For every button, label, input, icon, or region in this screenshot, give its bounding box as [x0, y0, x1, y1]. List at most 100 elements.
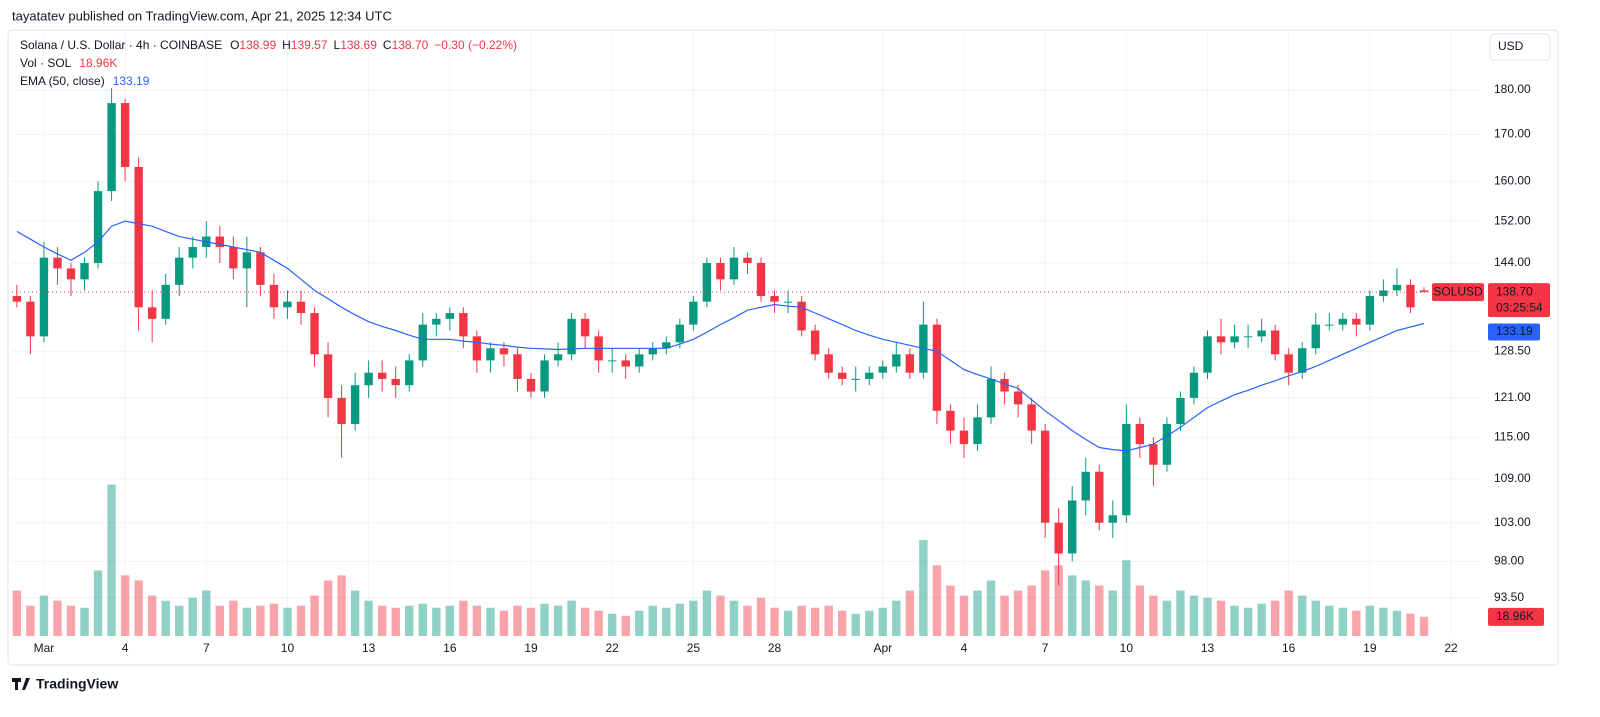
ema-line [16, 220, 1425, 452]
volume-bar [1013, 590, 1023, 636]
volume-bar [1027, 585, 1036, 636]
x-tick-label: 22 [606, 641, 620, 655]
volume-bar [986, 580, 996, 636]
candle-body [229, 247, 238, 269]
volume-bar [973, 590, 982, 636]
candle-body [946, 410, 955, 431]
volume-bar [1243, 607, 1253, 636]
volume-bar [405, 605, 414, 636]
volume-bar [1081, 580, 1090, 636]
ohlc-value: 138.99 [239, 38, 276, 52]
candle-body [93, 191, 103, 264]
volume-bar [905, 590, 915, 636]
candle-body [472, 336, 482, 361]
candle-body [932, 324, 942, 411]
candle-body [621, 360, 630, 367]
volume-tag-text: 18.96K [1496, 609, 1534, 623]
legend-row: Solana / U.S. Dollar · 4h · COINBASE O138… [20, 38, 517, 52]
candle-body [689, 301, 698, 325]
y-tick-label: 98.00 [1494, 554, 1524, 568]
candle-body [405, 360, 414, 386]
volume-bar [459, 600, 468, 636]
volume-bar [756, 597, 766, 636]
candle-body [716, 263, 725, 280]
symbol: Solana / U.S. Dollar · 4h · COINBASE [20, 38, 222, 52]
volume-bar [1216, 600, 1226, 636]
currency-button[interactable] [1489, 33, 1551, 61]
candle-body [337, 397, 346, 424]
candle-body [432, 318, 441, 325]
candle-body [1365, 296, 1375, 325]
candle-body [147, 307, 157, 319]
volume-bar [621, 615, 630, 636]
candle-body [1176, 397, 1185, 424]
volume-bar [878, 607, 887, 636]
volume-bar [147, 595, 157, 636]
candle-body [513, 354, 522, 379]
x-tick-label: 22 [1444, 641, 1458, 655]
volume-bar [635, 610, 644, 636]
volume-bar [229, 600, 238, 636]
candle-body [1203, 336, 1212, 373]
volume-bar [323, 580, 333, 636]
volume-bar [662, 607, 671, 636]
volume-value: 18.96K [79, 56, 117, 70]
volume-bar [1040, 570, 1050, 636]
candle-body [567, 318, 576, 355]
candle-body [1270, 330, 1280, 355]
volume-bar [93, 570, 103, 636]
volume-name: Vol · SOL [20, 56, 72, 70]
volume-bar [1284, 590, 1293, 636]
candle-body [1230, 336, 1239, 343]
candle-body [1000, 378, 1009, 392]
volume-bar [1270, 600, 1280, 636]
candle-body [134, 166, 143, 308]
candle-body [66, 268, 76, 280]
candle-body [851, 378, 860, 380]
ohlc-key: O [230, 38, 239, 52]
x-tick-label: 25 [687, 641, 701, 655]
volume-bar [946, 585, 955, 636]
volume-bar [256, 605, 265, 636]
candle-body [53, 257, 62, 269]
volume-bar [851, 613, 860, 636]
candle-body [1392, 284, 1402, 291]
volume-bar [1000, 595, 1009, 636]
candle-body [1216, 336, 1226, 343]
candle-body [310, 313, 319, 355]
candle-body [1257, 330, 1266, 337]
candle-body [175, 257, 184, 285]
volume-bar [689, 600, 698, 636]
volume-bar [1122, 560, 1131, 636]
candle-body [391, 378, 400, 386]
candle-body [1108, 515, 1117, 523]
currency[interactable]: USD [1498, 39, 1524, 53]
volume-bar [513, 605, 522, 636]
volume-bar [1095, 585, 1104, 636]
x-tick-label: 4 [122, 641, 129, 655]
candle-body [1379, 290, 1388, 297]
x-tick-label: Mar [34, 641, 55, 655]
volume-bar [107, 484, 116, 636]
candle-body [188, 247, 197, 258]
candle-body [1054, 522, 1063, 554]
candle-body [12, 296, 22, 302]
volume-bar [1298, 595, 1307, 636]
candle-body [1095, 471, 1104, 523]
candle-body [107, 103, 116, 192]
volume-bar [1230, 605, 1239, 636]
candle-body [1298, 348, 1307, 373]
volume-bar [188, 597, 197, 636]
x-tick-label: 13 [1201, 641, 1215, 655]
candle-body [702, 263, 712, 302]
price-tag-text: 138.70 [1496, 284, 1533, 298]
x-tick-label: 13 [362, 641, 376, 655]
y-tick-label: 144.00 [1494, 255, 1531, 269]
candle-body [1352, 318, 1361, 325]
x-tick-label: 28 [768, 641, 782, 655]
change: −0.30 (−0.22%) [434, 38, 517, 52]
candle-body [1013, 391, 1023, 405]
volume-bar [26, 605, 35, 636]
volume-bar [959, 595, 969, 636]
